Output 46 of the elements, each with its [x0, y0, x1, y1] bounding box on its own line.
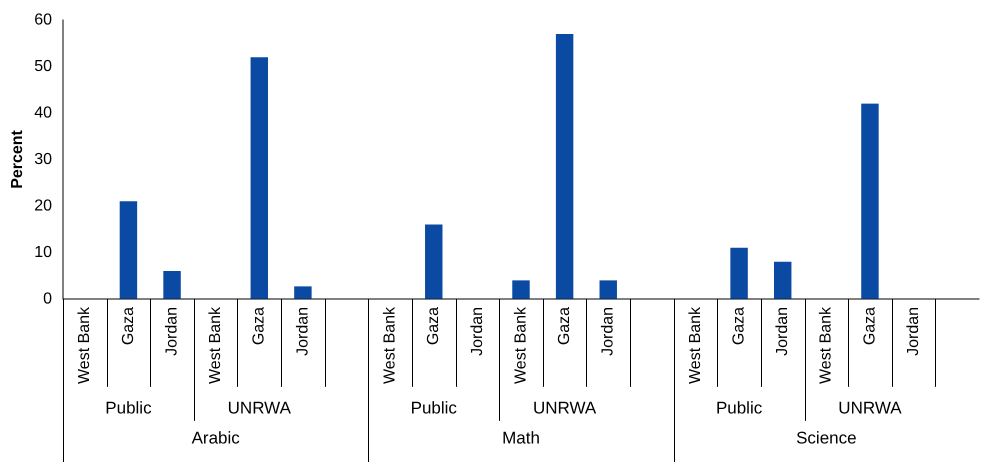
bar	[556, 34, 574, 299]
x-tick-label: Gaza	[425, 306, 442, 346]
bar	[250, 57, 268, 299]
x-tick-label: Jordan	[468, 306, 486, 356]
x-tick-label: Jordan	[163, 306, 180, 356]
x-tick-label: Gaza	[861, 306, 878, 346]
x-tick-label: Gaza	[556, 306, 574, 346]
bar	[294, 286, 312, 299]
x-tick-label: West Bank	[686, 306, 704, 384]
x-tick-label: West Bank	[818, 306, 835, 384]
x-tick-label: West Bank	[207, 306, 224, 384]
bar	[163, 271, 181, 299]
text: Math	[502, 428, 540, 448]
x-tick-label: Jordan	[600, 306, 617, 356]
text: UNRWA	[228, 398, 292, 418]
x-tick-label: Jordan	[774, 306, 792, 356]
x-tick-label: Gaza	[120, 306, 137, 346]
y-tick-label: 30	[34, 150, 52, 168]
bar	[425, 224, 442, 299]
x-tick-label: West Bank	[382, 306, 399, 384]
y-axis-title: Percent	[9, 129, 26, 189]
text: UNRWA	[838, 398, 902, 418]
text: UNRWA	[532, 398, 597, 418]
text: Arabic	[192, 428, 240, 448]
bar	[600, 280, 617, 299]
x-tick-label: West Bank	[512, 306, 530, 384]
y-tick-label: 50	[34, 58, 52, 75]
y-tick-label: 60	[34, 11, 52, 28]
x-tick-label: Jordan	[904, 306, 922, 356]
text: Public	[105, 398, 152, 418]
y-tick-label: 40	[34, 104, 52, 122]
x-tick-label: West Bank	[76, 306, 94, 384]
y-tick-label: 0	[43, 290, 52, 308]
y-tick-label: 10	[34, 244, 52, 261]
bar	[861, 104, 879, 299]
x-tick-label: Jordan	[294, 306, 312, 356]
text: Science	[796, 428, 857, 448]
text: Public	[716, 398, 763, 418]
bar	[512, 280, 530, 299]
x-tick-label: Gaza	[730, 306, 748, 346]
text: Public	[410, 398, 458, 418]
y-tick-label: 20	[34, 197, 52, 214]
bar	[774, 262, 792, 299]
bar	[730, 248, 748, 299]
x-tick-label: Gaza	[250, 306, 268, 346]
bar	[120, 201, 138, 299]
